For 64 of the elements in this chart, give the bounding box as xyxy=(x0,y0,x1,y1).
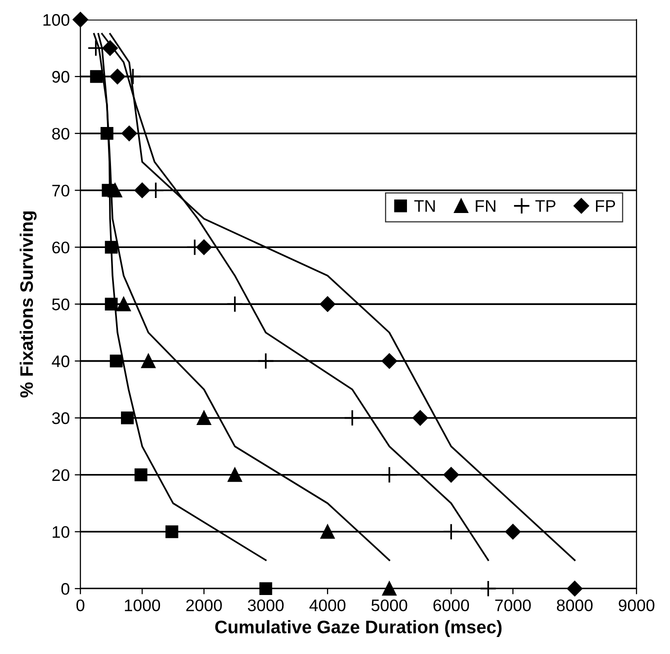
point xyxy=(226,296,244,313)
point xyxy=(196,410,212,425)
point xyxy=(108,183,122,198)
y-tick-label: 10 xyxy=(52,526,70,538)
point xyxy=(442,523,460,540)
point xyxy=(382,353,398,369)
point xyxy=(90,70,103,83)
x-tick-label: 7000 xyxy=(495,599,531,612)
y-tick-label: 90 xyxy=(52,70,70,83)
x-tick-label: 5000 xyxy=(371,599,408,612)
point xyxy=(480,580,497,598)
legend-label: FN xyxy=(476,200,496,212)
point xyxy=(567,580,582,596)
point xyxy=(320,524,335,539)
point xyxy=(120,412,134,424)
point xyxy=(102,40,118,56)
y-tick-label: 60 xyxy=(52,242,70,254)
point xyxy=(141,354,156,368)
point xyxy=(72,12,88,28)
y-tick-label: 0 xyxy=(61,583,70,595)
x-axis-title: Cumulative Gaze Duration (msec) xyxy=(215,620,502,637)
y-tick-label: 80 xyxy=(52,128,70,140)
point xyxy=(116,297,131,312)
y-axis-title: % Fixations Surviving xyxy=(20,212,37,398)
x-tick-label: 0 xyxy=(76,599,84,612)
x-tick-label: 4000 xyxy=(309,599,346,612)
x-tick-label: 2000 xyxy=(186,599,222,612)
point xyxy=(259,582,272,595)
point xyxy=(257,352,274,370)
point xyxy=(196,240,212,255)
point xyxy=(134,182,150,198)
point xyxy=(134,468,148,482)
point xyxy=(382,582,396,596)
x-tick-label: 8000 xyxy=(556,599,593,612)
y-tick-label: 40 xyxy=(52,355,70,368)
point xyxy=(110,354,123,368)
y-tick-label: 20 xyxy=(52,469,70,482)
y-tick-label: 100 xyxy=(43,14,70,26)
point xyxy=(147,182,164,199)
legend-label: TP xyxy=(535,200,556,212)
x-tick-label: 9000 xyxy=(618,599,654,612)
legend-label: FP xyxy=(596,200,616,212)
y-tick-label: 70 xyxy=(52,184,70,197)
point xyxy=(110,68,126,84)
y-tick-label: 30 xyxy=(52,412,70,424)
point xyxy=(100,127,114,140)
point xyxy=(380,466,398,484)
point xyxy=(165,525,178,538)
legend-label: TN xyxy=(414,200,435,212)
point xyxy=(320,296,336,312)
x-tick-label: 3000 xyxy=(248,599,284,612)
point xyxy=(344,409,361,426)
point xyxy=(412,410,428,426)
x-tick-label: 1000 xyxy=(124,599,160,612)
point xyxy=(104,240,118,254)
point xyxy=(505,524,521,540)
point xyxy=(443,467,459,483)
point xyxy=(122,126,137,142)
point xyxy=(87,40,104,57)
point xyxy=(228,468,242,482)
point xyxy=(104,298,118,310)
y-tick-label: 50 xyxy=(52,298,70,310)
point xyxy=(124,68,142,85)
x-tick-label: 6000 xyxy=(433,599,470,612)
